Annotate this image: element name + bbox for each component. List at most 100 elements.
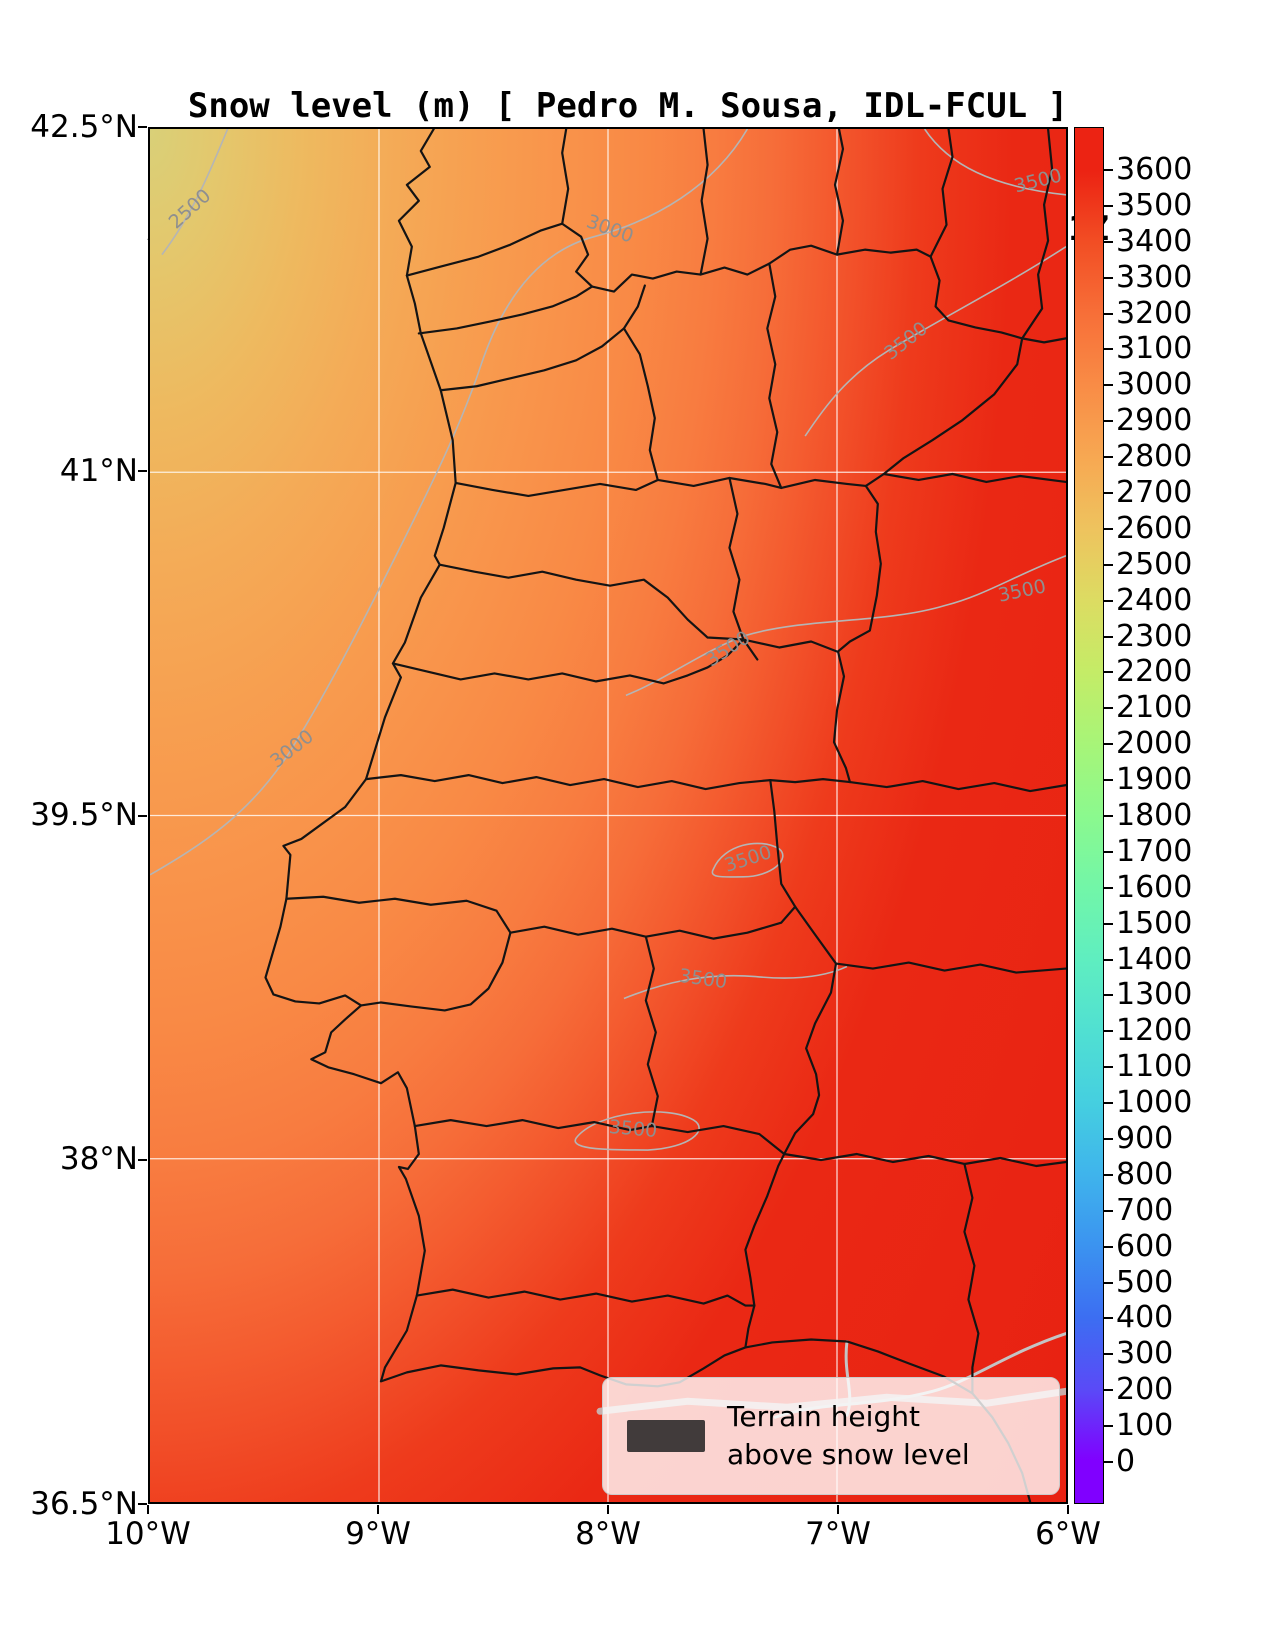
snow-level-contours — [150, 129, 1066, 1151]
colorbar-tick-label: 2100 — [1116, 690, 1193, 726]
lat-tick — [138, 814, 147, 817]
colorbar-tick — [1104, 922, 1113, 925]
colorbar-tick-label: 500 — [1116, 1264, 1174, 1300]
colorbar-tick-label: 1000 — [1116, 1085, 1193, 1121]
colorbar-tick-label: 200 — [1116, 1372, 1174, 1408]
colorbar-tick — [1104, 886, 1113, 889]
country-border-path — [405, 222, 1024, 1349]
colorbar-tick — [1104, 384, 1113, 387]
colorbar-tick-label: 1600 — [1116, 869, 1193, 905]
colorbar-tick-label: 2200 — [1116, 654, 1193, 690]
colorbar-tick-label: 1900 — [1116, 762, 1193, 798]
colorbar-tick-label: 800 — [1116, 1156, 1174, 1192]
colorbar-tick-labels: 3600 3500 3400 3300 3200 3100 3000 2900 2800 2700… — [1116, 127, 1236, 1504]
colorbar-tick — [1104, 276, 1113, 279]
lat-label-39-5n: 39.5°N — [30, 797, 138, 833]
colorbar-tick — [1104, 1245, 1113, 1248]
colorbar-tick-label: 2900 — [1116, 403, 1193, 439]
lon-tick — [377, 1505, 379, 1514]
graticule-gridlines — [150, 129, 1066, 1502]
colorbar-tick — [1104, 563, 1113, 566]
colorbar-tick — [1104, 994, 1113, 997]
lat-label-36-5n: 36.5°N — [30, 1486, 138, 1522]
colorbar-tick-label: 1200 — [1116, 1013, 1193, 1049]
colorbar-tick — [1104, 707, 1113, 710]
lon-tick — [1067, 1505, 1069, 1514]
colorbar-tick — [1104, 599, 1113, 602]
colorbar-tick-label: 2800 — [1116, 439, 1193, 475]
legend-line-1: Terrain height — [727, 1400, 920, 1433]
lon-label-7w: 7°W — [805, 1516, 871, 1552]
colorbar-tick-label: 2600 — [1116, 510, 1193, 546]
lat-label-41n: 41°N — [59, 453, 138, 489]
colorbar-tick — [1104, 240, 1113, 243]
lon-label-10w: 10°W — [105, 1516, 191, 1552]
colorbar-tick — [1104, 492, 1113, 494]
colorbar-tick-label: 1700 — [1116, 833, 1193, 869]
colorbar-tick — [1104, 169, 1113, 171]
colorbar-tick-label: 2500 — [1116, 546, 1193, 582]
colorbar-tick-label: 3100 — [1116, 331, 1193, 367]
colorbar-tick — [1104, 1389, 1113, 1392]
legend-box: Terrain height above snow level — [602, 1377, 1060, 1495]
lat-tick — [138, 126, 147, 128]
colorbar-tick — [1104, 743, 1113, 746]
lat-label-42-5n: 42.5°N — [30, 109, 138, 145]
colorbar-tick — [1104, 1138, 1113, 1141]
colorbar-tick-label: 3300 — [1116, 259, 1193, 295]
colorbar-tick — [1104, 1173, 1113, 1176]
coastline-path — [264, 129, 1032, 1502]
colorbar-tick — [1104, 1461, 1113, 1464]
lat-tick — [138, 470, 147, 473]
colorbar-tick-label: 400 — [1116, 1300, 1174, 1336]
map-area: 2500 3000 3500 3500 3000 3500 3500 3500 3500 3500… — [148, 127, 1068, 1504]
colorbar-tick — [1104, 527, 1113, 530]
colorbar-tick — [1104, 456, 1113, 459]
colorbar-tick-label: 1300 — [1116, 977, 1193, 1013]
colorbar-tick-label: 1500 — [1116, 905, 1193, 941]
colorbar-tick — [1104, 1317, 1113, 1320]
colorbar-tick-label: 3000 — [1116, 367, 1193, 403]
colorbar-tick — [1104, 1425, 1113, 1428]
colorbar-tick-label: 3500 — [1116, 187, 1193, 223]
colorbar-tick-label: 1800 — [1116, 798, 1193, 834]
lat-label-38n: 38°N — [59, 1141, 138, 1177]
colorbar-tick — [1104, 204, 1113, 207]
lat-tick — [138, 1503, 147, 1505]
colorbar-tick — [1104, 1066, 1113, 1069]
colorbar-tick-label: 2700 — [1116, 475, 1193, 510]
colorbar-tick-label: 2000 — [1116, 726, 1193, 762]
colorbar-tick — [1104, 850, 1113, 853]
colorbar-tick-label: 100 — [1116, 1408, 1174, 1444]
colorbar-tick — [1104, 1209, 1113, 1212]
lon-label-8w: 8°W — [575, 1516, 641, 1552]
lon-tick — [607, 1505, 609, 1514]
colorbar-tick — [1104, 1102, 1113, 1105]
legend-line-2: above snow level — [727, 1438, 970, 1471]
colorbar-tick-label: 2300 — [1116, 618, 1193, 654]
colorbar-tick-label: 3200 — [1116, 295, 1193, 331]
colorbar-tick — [1104, 348, 1113, 351]
colorbar-tick — [1104, 1281, 1113, 1284]
colorbar-tick — [1104, 671, 1113, 674]
lon-tick — [147, 1505, 149, 1514]
colorbar-tick-label: 700 — [1116, 1192, 1174, 1228]
terrain-swatch — [627, 1420, 705, 1452]
colorbar-tick — [1104, 958, 1113, 961]
colorbar-tick-label: 2400 — [1116, 582, 1193, 618]
colorbar-tick — [1104, 312, 1113, 315]
colorbar-tick-label: 3400 — [1116, 223, 1193, 259]
colorbar — [1074, 127, 1104, 1504]
colorbar-tick-label: 1400 — [1116, 941, 1193, 977]
map-canvas — [150, 129, 1066, 1502]
lat-tick — [138, 1158, 147, 1161]
colorbar-tick — [1104, 815, 1113, 818]
colorbar-tick — [1104, 1353, 1113, 1356]
figure-title: Snow level (m) [ Pedro M. Sousa, IDL-FCU… — [187, 86, 1069, 126]
colorbar-tick — [1104, 779, 1113, 782]
colorbar-tick-label: 1100 — [1116, 1049, 1193, 1085]
colorbar-tick — [1104, 1030, 1113, 1033]
colorbar-tick-label: 600 — [1116, 1228, 1174, 1264]
legend-text: Terrain height above snow level — [727, 1398, 970, 1474]
